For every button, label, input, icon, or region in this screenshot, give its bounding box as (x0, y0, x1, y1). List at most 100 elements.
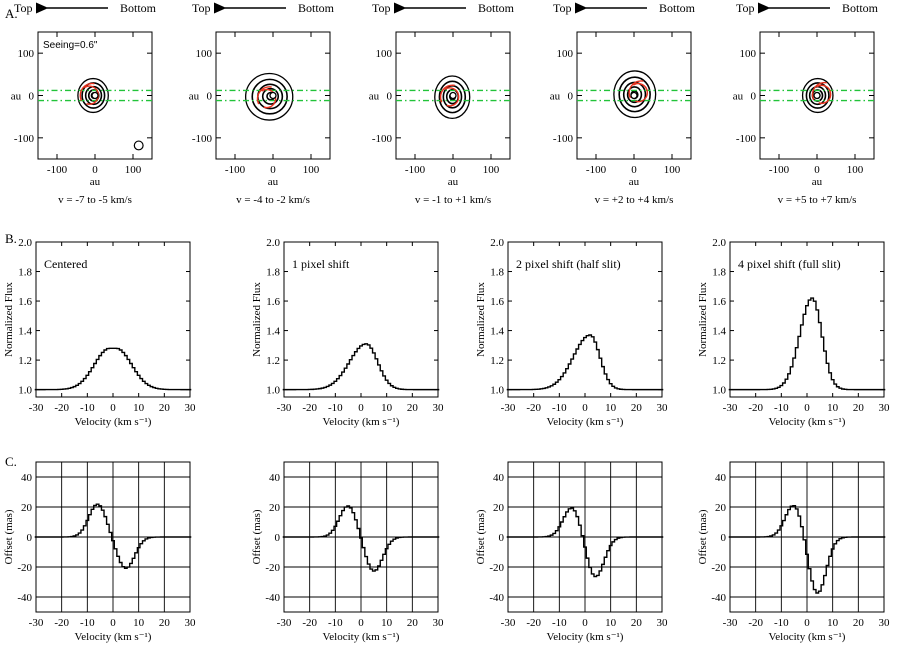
flux-panel (34, 241, 192, 398)
contour-level (805, 82, 830, 109)
direction-top-label: Top (372, 1, 391, 15)
y-tick-label: -100 (192, 133, 213, 145)
y-axis-label: Offset (mas) (3, 509, 15, 564)
flux-profile-line (506, 334, 664, 391)
x-axis-label: au (90, 176, 101, 188)
x-tick-label: 30 (879, 617, 891, 629)
y-tick-label: -40 (17, 592, 32, 604)
offset-profile-line (34, 503, 192, 570)
direction-top-label: Top (553, 1, 572, 15)
x-axis-label: au (629, 176, 640, 188)
star-center-marker (269, 91, 277, 100)
x-tick-label: 30 (185, 402, 197, 414)
x-tick-label: 30 (433, 402, 445, 414)
panel-caption: v = +5 to +7 km/s (778, 194, 857, 206)
x-tick-label: -100 (769, 164, 790, 176)
x-tick-label: -20 (748, 402, 763, 414)
y-axis-label: au (369, 91, 380, 103)
direction-top-label: Top (14, 1, 33, 15)
x-tick-label: -10 (80, 617, 95, 629)
x-tick-label: 0 (92, 164, 98, 176)
x-tick-label: 0 (450, 164, 456, 176)
y-axis-label: au (550, 91, 561, 103)
y-axis-label: au (11, 91, 22, 103)
y-axis-label: Offset (mas) (251, 509, 263, 564)
y-tick-label: 100 (376, 48, 393, 60)
contour-level (77, 77, 109, 114)
x-axis-label: Velocity (km s⁻¹) (323, 416, 400, 428)
contour-level (626, 86, 643, 104)
row-label-b: B. (5, 231, 17, 246)
x-tick-label: 0 (804, 617, 810, 629)
y-tick-label: 1.2 (266, 355, 280, 367)
x-tick-label: 100 (664, 164, 681, 176)
x-tick-label: -30 (723, 402, 738, 414)
y-tick-label: 2.0 (266, 237, 280, 249)
contour-panel (757, 2, 875, 160)
y-tick-label: -20 (17, 562, 32, 574)
flux-panel (506, 241, 664, 398)
y-tick-label: 1.6 (712, 296, 726, 308)
y-axis-label: Normalized Flux (475, 282, 487, 357)
y-tick-label: 0 (27, 532, 33, 544)
red-velocity-arc (79, 82, 95, 101)
x-tick-label: -10 (328, 617, 343, 629)
x-tick-label: -20 (54, 402, 69, 414)
x-tick-label: 10 (827, 617, 839, 629)
x-tick-label: 100 (303, 164, 320, 176)
x-tick-label: 10 (381, 402, 393, 414)
y-tick-label: 1.2 (712, 355, 726, 367)
x-axis-label: au (448, 176, 459, 188)
y-tick-label: -100 (553, 133, 574, 145)
y-tick-label: 1.0 (490, 385, 504, 397)
contour-panel (393, 2, 511, 160)
direction-bottom-label: Bottom (659, 1, 696, 15)
y-tick-label: 1.0 (18, 385, 32, 397)
x-tick-label: -100 (586, 164, 607, 176)
x-tick-label: 30 (433, 617, 445, 629)
x-tick-label: -10 (552, 402, 567, 414)
x-tick-label: -30 (501, 617, 516, 629)
star-center-marker (630, 91, 638, 100)
star-center-marker (91, 91, 99, 100)
x-tick-label: 0 (582, 402, 588, 414)
x-tick-label: -100 (405, 164, 426, 176)
x-axis-label: au (268, 176, 279, 188)
x-tick-label: 0 (270, 164, 276, 176)
y-tick-label: -20 (265, 562, 280, 574)
x-tick-label: 10 (133, 402, 145, 414)
direction-bottom-label: Bottom (478, 1, 515, 15)
x-tick-label: -30 (501, 402, 516, 414)
contour-level (801, 77, 834, 114)
x-tick-label: 100 (125, 164, 142, 176)
x-tick-label: -100 (47, 164, 68, 176)
y-tick-label: 1.6 (490, 296, 504, 308)
direction-top-label: Top (192, 1, 211, 15)
x-tick-label: 10 (827, 402, 839, 414)
direction-top-label: Top (736, 1, 755, 15)
x-tick-label: -20 (302, 617, 317, 629)
contour-level (244, 72, 294, 121)
x-axis-label: Velocity (km s⁻¹) (547, 631, 624, 643)
y-tick-label: 1.8 (18, 267, 32, 279)
star-center-marker (449, 91, 457, 100)
x-tick-label: -20 (748, 617, 763, 629)
y-tick-label: 20 (715, 502, 727, 514)
y-tick-label: 1.6 (266, 296, 280, 308)
x-tick-label: 10 (381, 617, 393, 629)
offset-panel (506, 461, 664, 613)
y-tick-label: 1.0 (712, 385, 726, 397)
x-tick-label: -100 (225, 164, 246, 176)
x-tick-label: 20 (159, 402, 171, 414)
y-tick-label: 20 (269, 502, 281, 514)
panel-caption: v = -4 to -2 km/s (236, 194, 310, 206)
contour-level (251, 78, 288, 115)
y-tick-label: 2.0 (18, 237, 32, 249)
panel-caption: v = -1 to +1 km/s (415, 194, 491, 206)
y-tick-label: 1.2 (18, 355, 32, 367)
flux-profile-line (728, 297, 886, 391)
y-tick-label: 2.0 (490, 237, 504, 249)
red-velocity-arc (816, 84, 832, 104)
panel-caption: v = +2 to +4 km/s (595, 194, 674, 206)
x-tick-label: -20 (526, 402, 541, 414)
